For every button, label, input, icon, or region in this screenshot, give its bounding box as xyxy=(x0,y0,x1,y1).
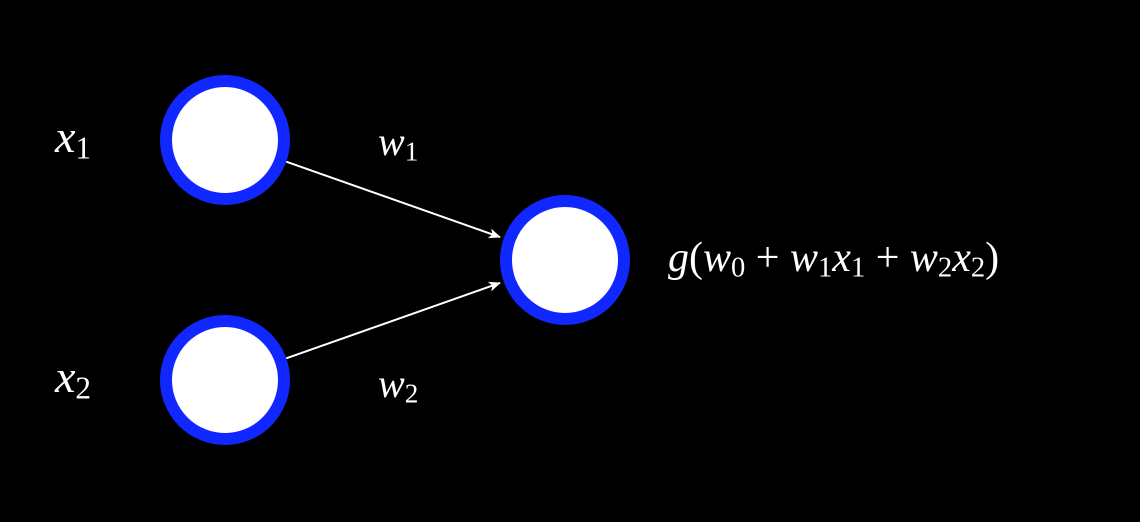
out-x2-v: x xyxy=(952,235,971,281)
label-x2: x2 xyxy=(55,350,91,406)
out-open: ( xyxy=(689,235,703,281)
out-w0-s: 0 xyxy=(731,253,745,284)
label-x2-var: x xyxy=(55,351,75,402)
out-x1-s: 1 xyxy=(851,253,865,284)
out-plus2: + xyxy=(865,235,910,281)
edge-label-w1-sub: 1 xyxy=(405,136,419,166)
edge-x2-out xyxy=(286,283,500,358)
out-g: g xyxy=(668,235,689,281)
out-x2-s: 2 xyxy=(971,253,985,284)
edge-x1-out xyxy=(286,162,500,237)
label-x2-sub: 2 xyxy=(75,370,91,405)
diagram-stage: x1 x2 w1 w2 g(w0 + w1x1 + w2x2) xyxy=(0,0,1140,522)
label-x1-var: x xyxy=(55,111,75,162)
out-w2-s: 2 xyxy=(938,253,952,284)
out-plus1: + xyxy=(745,235,790,281)
edge-label-w1-var: w xyxy=(378,119,405,164)
edge-label-w2-var: w xyxy=(378,361,405,406)
label-x1: x1 xyxy=(55,110,91,166)
out-w2-v: w xyxy=(910,235,938,281)
output-node xyxy=(500,195,630,325)
edge-label-w2: w2 xyxy=(378,360,418,409)
out-w0-v: w xyxy=(703,235,731,281)
input-node-x1 xyxy=(160,75,290,205)
out-w1-v: w xyxy=(790,235,818,281)
edge-label-w1: w1 xyxy=(378,118,418,167)
edge-label-w2-sub: 2 xyxy=(405,378,419,408)
output-formula: g(w0 + w1x1 + w2x2) xyxy=(668,234,999,285)
out-w1-s: 1 xyxy=(818,253,832,284)
input-node-x2 xyxy=(160,315,290,445)
out-close: ) xyxy=(985,235,999,281)
out-x1-v: x xyxy=(832,235,851,281)
label-x1-sub: 1 xyxy=(75,130,91,165)
